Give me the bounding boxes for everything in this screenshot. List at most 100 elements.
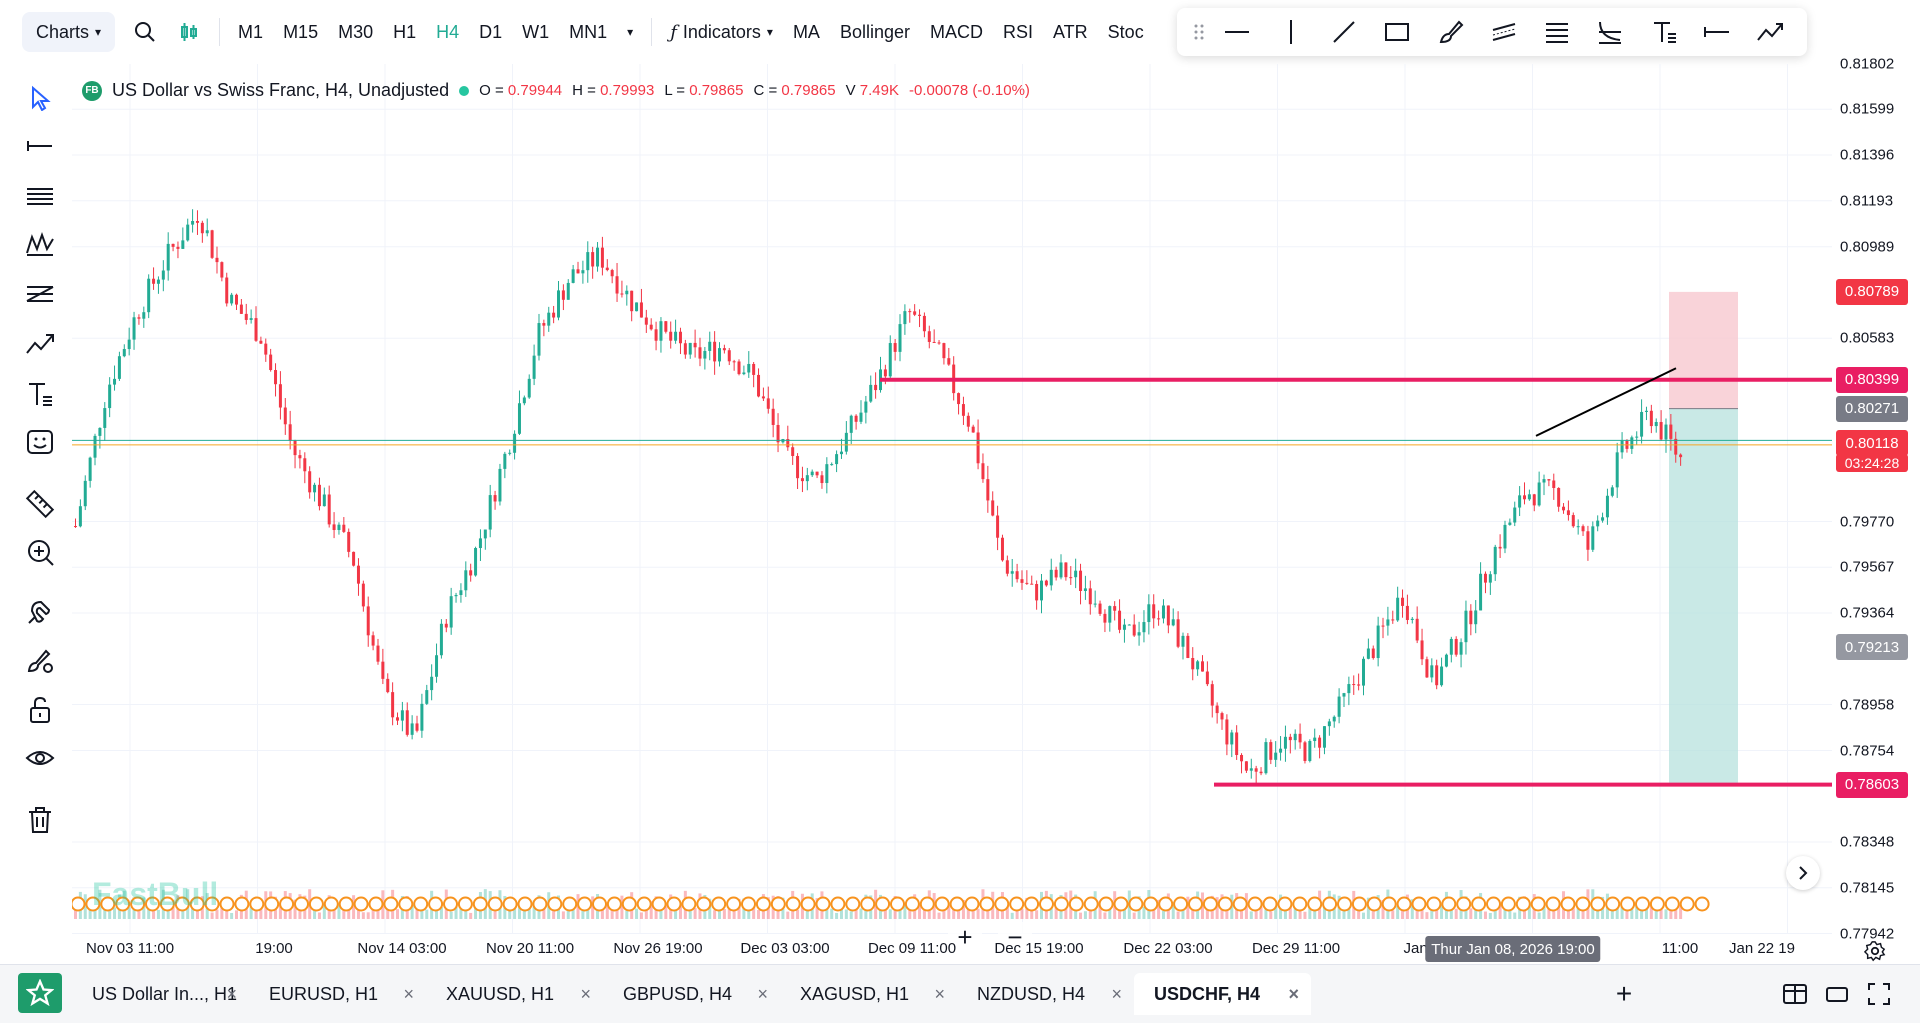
fib-tool-icon[interactable] [20, 176, 60, 216]
candle-body [747, 363, 751, 373]
window-icon[interactable] [1822, 979, 1852, 1009]
chart-tab[interactable]: NZDUSD, H4 × [957, 973, 1134, 1015]
close-icon[interactable]: × [403, 983, 414, 1004]
indicator-bollinger[interactable]: Bollinger [839, 21, 910, 42]
close-icon[interactable]: × [1288, 983, 1299, 1004]
cursor-tool-icon[interactable] [20, 78, 60, 118]
timeframe-mn1[interactable]: MN1 [569, 21, 608, 42]
price-axis[interactable]: 0.81802 0.81599 0.81396 0.81193 0.80989 0.805… [1832, 55, 1920, 942]
chart-tab[interactable]: EURUSD, H1 × [249, 973, 426, 1015]
volume-bar [678, 904, 682, 919]
price-chart[interactable] [72, 64, 1832, 934]
rectangle-tool-icon[interactable] [1371, 8, 1424, 56]
close-icon[interactable]: × [757, 983, 768, 1004]
volume-bar [1362, 912, 1365, 919]
candle-body [659, 321, 663, 341]
volume-bar [74, 907, 77, 919]
eye-icon[interactable] [20, 738, 60, 778]
candle-body [605, 267, 609, 271]
fib-retracement-tool-icon[interactable] [1530, 8, 1583, 56]
candle-body [1376, 625, 1380, 659]
search-button[interactable] [123, 12, 167, 52]
trash-icon[interactable] [20, 800, 60, 840]
vertical-line-tool-icon[interactable] [1264, 8, 1317, 56]
price-tick-label: 0.79567 [1840, 558, 1895, 576]
indicator-stoc[interactable]: Stoc [1107, 21, 1144, 42]
layout-icon[interactable] [1780, 979, 1810, 1009]
timeframe-m15[interactable]: M15 [283, 21, 319, 42]
indicator-rsi[interactable]: RSI [1002, 21, 1033, 42]
brush-tool-icon[interactable] [1424, 8, 1477, 56]
time-axis[interactable]: Nov 03 11:00 19:00 Nov 14 03:00 Nov 20 11:0… [72, 934, 1832, 964]
add-tab-button[interactable]: + [1615, 978, 1633, 1009]
chart-tab[interactable]: USDCHF, H4 × [1134, 973, 1311, 1015]
candle-body [1279, 748, 1283, 753]
chart-tab[interactable]: US Dollar In..., H1 × [72, 973, 249, 1015]
timeframe-h1[interactable]: H1 [393, 21, 417, 42]
indicators-button[interactable]: ƒ Indicators ▾ [660, 12, 783, 52]
event-marker [1039, 896, 1054, 912]
timeframe-m1[interactable]: M1 [238, 21, 264, 42]
close-icon[interactable]: × [226, 983, 237, 1004]
text-tool-icon[interactable] [20, 374, 60, 414]
indicator-ma[interactable]: MA [792, 21, 820, 42]
emoji-tool-icon[interactable] [20, 422, 60, 462]
indicator-macd[interactable]: MACD [929, 21, 983, 42]
timeframe-m30[interactable]: M30 [338, 21, 374, 42]
timeframe-d1[interactable]: D1 [479, 21, 503, 42]
magnet-icon[interactable] [20, 592, 60, 632]
volume-bar [937, 912, 941, 919]
ruler-icon[interactable] [20, 484, 60, 524]
close-icon[interactable]: × [1111, 983, 1122, 1004]
horizontal-line-tool-icon[interactable] [1211, 8, 1264, 56]
candle-body [342, 524, 346, 532]
chart-tab[interactable]: GBPUSD, H4 × [603, 973, 780, 1015]
drag-handle-icon[interactable] [1187, 8, 1211, 56]
zoom-in-icon[interactable] [20, 532, 60, 572]
symbol-title[interactable]: US Dollar vs Swiss Franc, H4, Unadjusted [112, 80, 450, 100]
chart-type-button[interactable] [167, 12, 211, 52]
candle-body [483, 529, 487, 539]
chart-tab[interactable]: XAGUSD, H1 × [780, 973, 957, 1015]
ray-tool-icon[interactable] [1690, 8, 1743, 56]
fib-fan-tool-icon[interactable] [1584, 8, 1637, 56]
charts-menu-button[interactable]: Charts ▾ [22, 12, 116, 52]
favorites-button[interactable] [18, 973, 62, 1013]
gann-tool-icon[interactable] [20, 274, 60, 314]
volume-bar [849, 911, 853, 919]
candle-body [1381, 625, 1385, 627]
event-marker [443, 896, 458, 912]
candle-body [698, 347, 702, 359]
line-tool-icon[interactable] [20, 126, 60, 166]
text-tool-icon[interactable] [1637, 8, 1690, 56]
zoom-out-button[interactable]: − [998, 922, 1032, 952]
close-icon[interactable]: × [934, 983, 945, 1004]
event-marker [1441, 896, 1457, 912]
timeframe-h4[interactable]: H4 [436, 21, 460, 42]
scroll-to-realtime-button[interactable] [1786, 856, 1820, 890]
path-tool-icon[interactable] [1744, 8, 1797, 56]
timeframe-more-button[interactable]: ▾ [617, 12, 643, 52]
close-icon[interactable]: × [580, 983, 591, 1004]
trend-tool-icon[interactable] [20, 324, 60, 364]
fullscreen-icon[interactable] [1864, 979, 1894, 1009]
event-marker [1381, 896, 1397, 912]
indicator-atr[interactable]: ATR [1053, 21, 1088, 42]
chart-pane[interactable]: FastBull FB US Dollar vs Swiss Franc, H4… [72, 64, 1832, 952]
trend-line-tool-icon[interactable] [1317, 8, 1370, 56]
event-marker [1396, 896, 1412, 912]
candle-body [303, 458, 307, 472]
volume-bar [1254, 906, 1258, 919]
pattern-tool-icon[interactable] [20, 224, 60, 264]
chart-tab[interactable]: XAUUSD, H1 × [426, 973, 603, 1015]
candle-body [1196, 661, 1200, 670]
event-marker [696, 896, 712, 912]
parallel-channel-tool-icon[interactable] [1477, 8, 1530, 56]
brush-settings-icon[interactable] [20, 640, 60, 680]
event-marker [1694, 896, 1710, 912]
chart-settings-button[interactable] [1860, 936, 1890, 966]
timeframe-w1[interactable]: W1 [522, 21, 550, 42]
lock-icon[interactable] [20, 690, 60, 730]
zoom-in-button[interactable]: + [948, 922, 982, 952]
event-marker [1471, 896, 1487, 912]
